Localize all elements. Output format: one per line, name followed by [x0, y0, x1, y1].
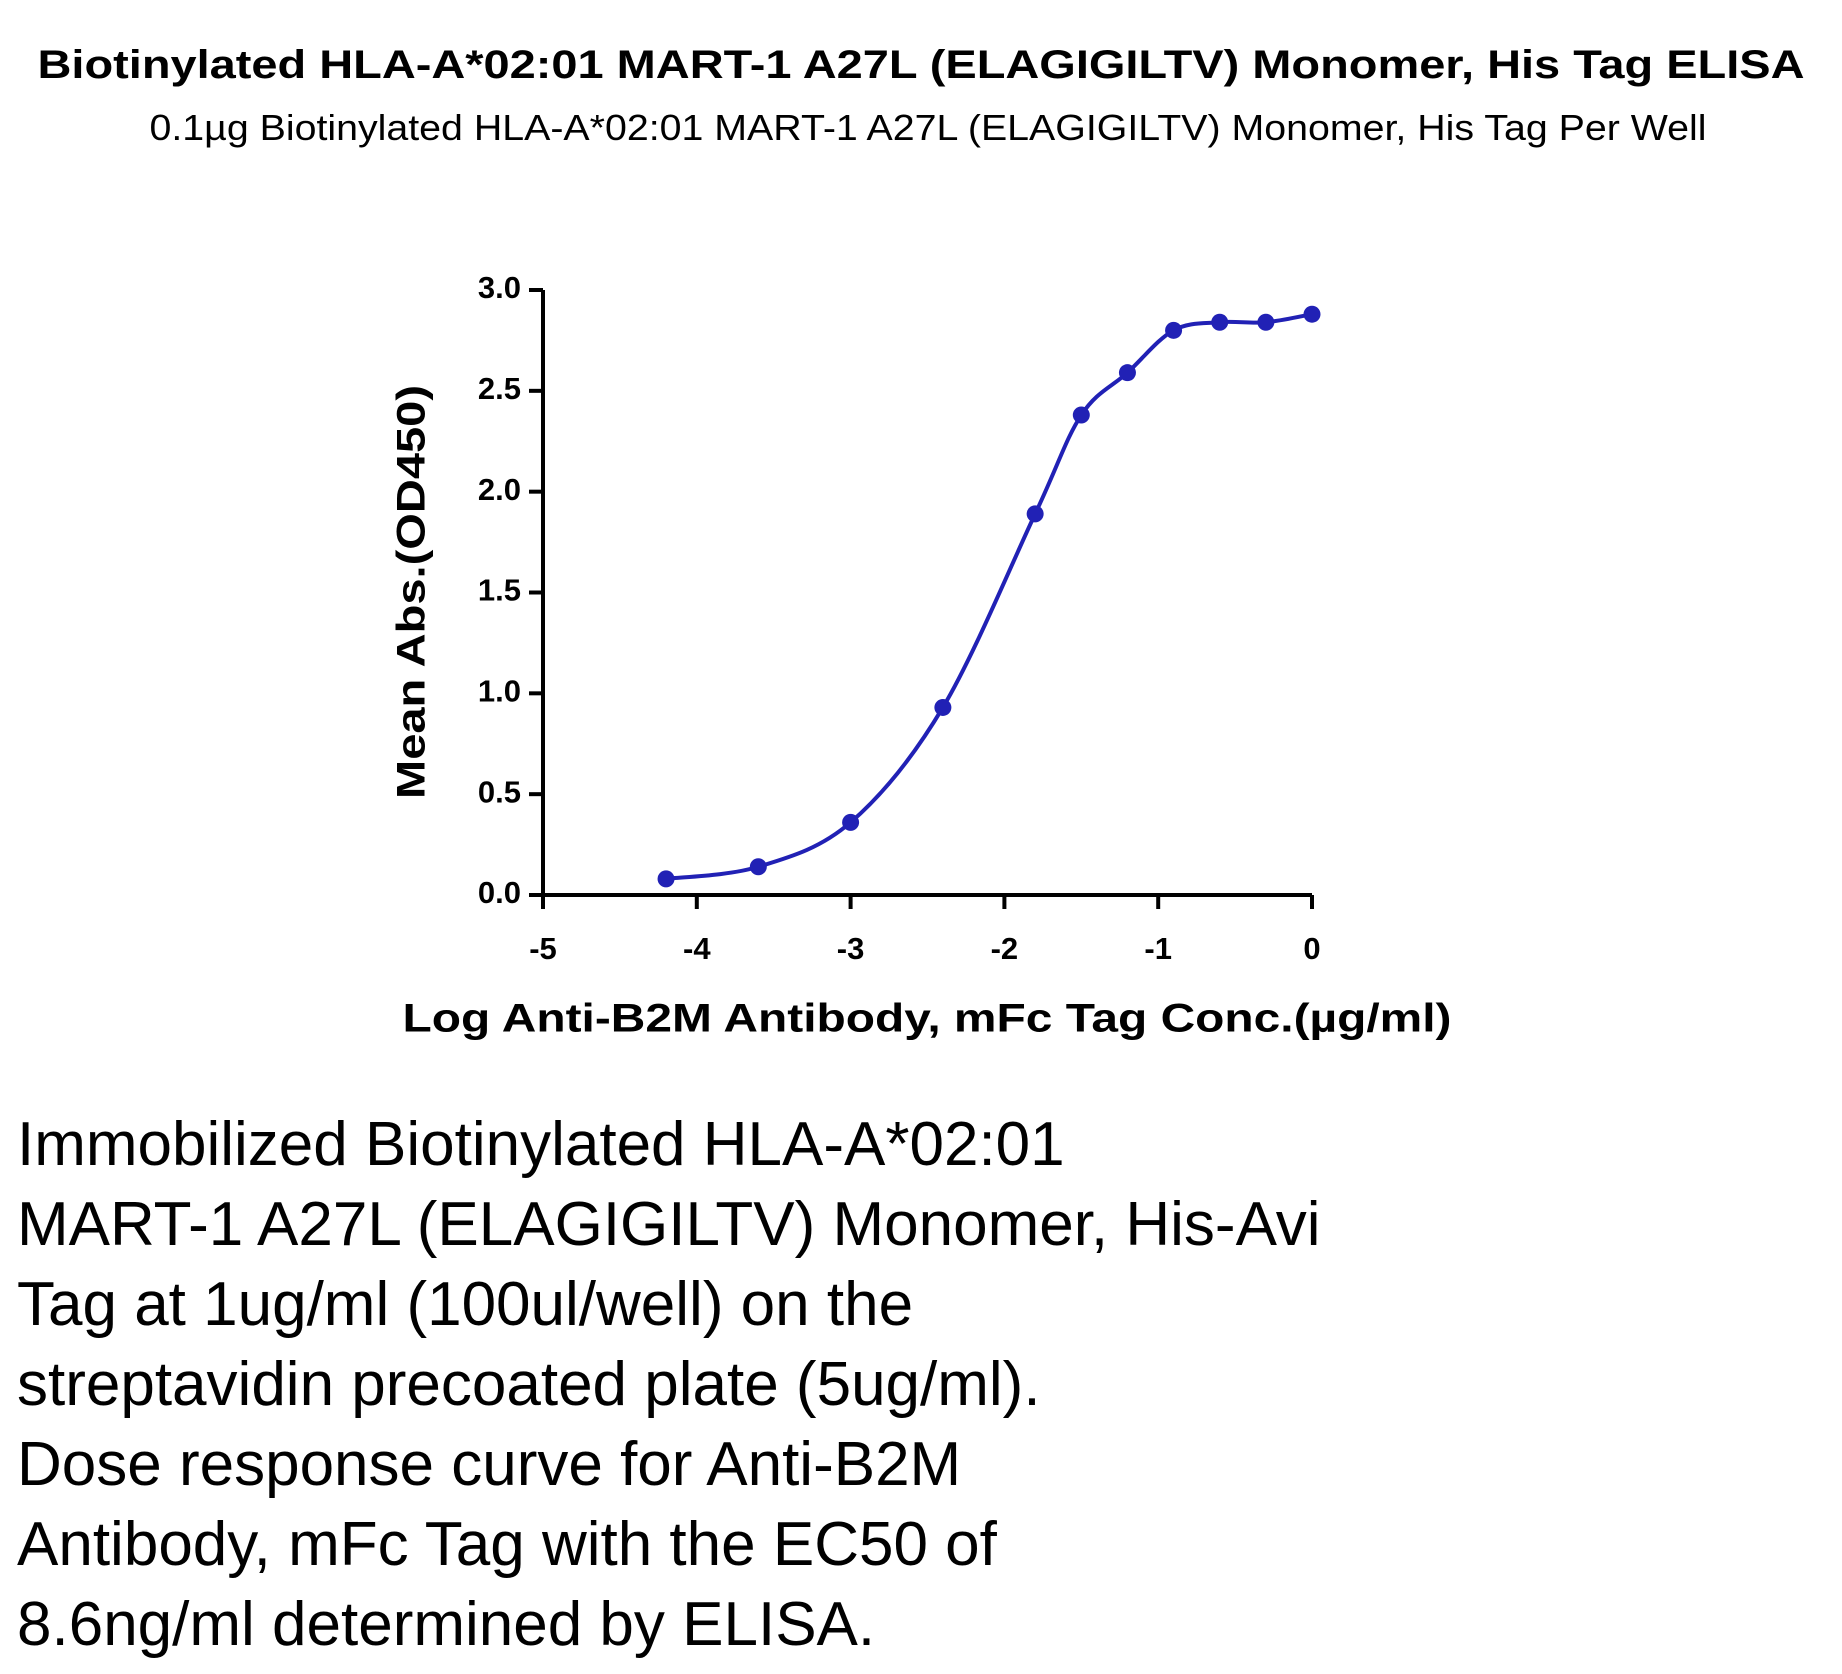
y-tick-label: 1.0: [478, 674, 521, 709]
chart-title: Biotinylated HLA-A*02:01 MART-1 A27L (EL…: [38, 43, 1805, 87]
point: [1026, 505, 1044, 523]
caption-line: 8.6ng/ml determined by ELISA.: [17, 1590, 875, 1659]
point: [934, 698, 952, 716]
chart-subtitle: 0.1µg Biotinylated HLA-A*02:01 MART-1 A2…: [150, 107, 1707, 148]
y-tick-label: 2.0: [478, 472, 521, 507]
caption: Immobilized Biotinylated HLA-A*02:01 MART…: [17, 1110, 1321, 1659]
y-tick-label: 2.5: [478, 371, 521, 406]
point: [1118, 364, 1136, 382]
point: [1257, 313, 1275, 331]
x-tick-label: -5: [529, 931, 557, 966]
x-tick-label: -3: [837, 931, 865, 966]
y-axis-label: Mean Abs.(OD450): [390, 385, 434, 799]
x-axis-label: Log Anti-B2M Antibody, mFc Tag Conc.(µg/…: [403, 997, 1452, 1041]
caption-line: streptavidin precoated plate (5ug/ml).: [17, 1350, 1041, 1419]
y-tick-label: 3.0: [478, 270, 521, 305]
x-tick-label: 0: [1303, 931, 1320, 966]
caption-line: Dose response curve for Anti-B2M: [17, 1430, 961, 1499]
y-tick-label: 0.0: [478, 875, 521, 910]
y-tick-label: 1.5: [478, 573, 521, 608]
point: [749, 858, 767, 876]
point: [842, 813, 860, 831]
caption-line: Tag at 1ug/ml (100ul/well) on the: [17, 1270, 913, 1339]
x-tick-label: -2: [991, 931, 1019, 966]
point: [1211, 313, 1229, 331]
y-tick-label: 0.5: [478, 774, 521, 809]
point: [1165, 321, 1183, 339]
x-tick-label: -1: [1144, 931, 1172, 966]
caption-line: Antibody, mFc Tag with the EC50 of: [17, 1510, 998, 1579]
caption-line: Immobilized Biotinylated HLA-A*02:01: [17, 1110, 1065, 1179]
point: [1072, 406, 1090, 424]
caption-line: MART-1 A27L (ELAGIGILTV) Monomer, His-Av…: [17, 1190, 1321, 1259]
x-tick-label: -4: [683, 931, 711, 966]
point: [1303, 305, 1321, 323]
curve: [665, 312, 1313, 881]
point: [657, 870, 675, 888]
